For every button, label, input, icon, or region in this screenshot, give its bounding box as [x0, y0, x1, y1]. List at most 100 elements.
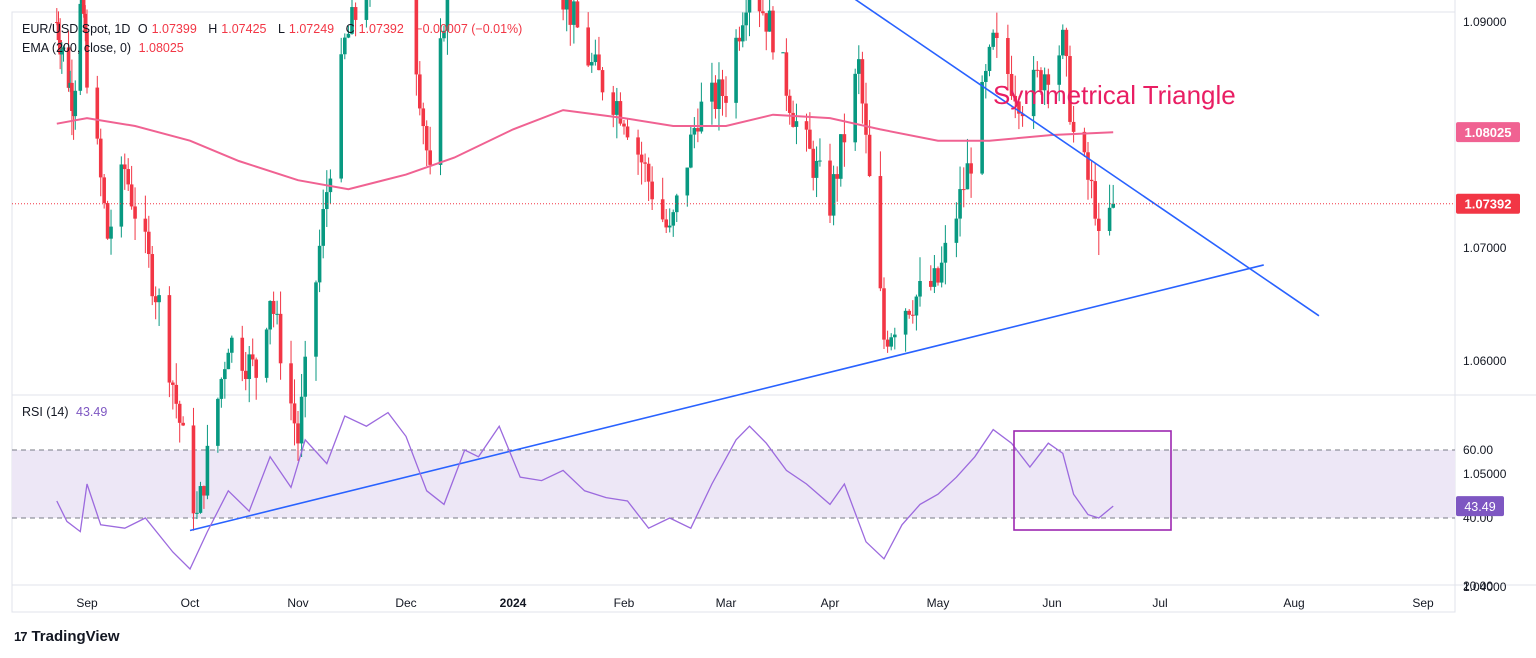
candle-up [853, 73, 857, 143]
plot-frame [11, 11, 1456, 613]
candle-up [303, 356, 307, 397]
candle-up [205, 445, 210, 496]
rsi-band [12, 450, 1455, 518]
candle-down [586, 27, 590, 66]
candle-up [119, 164, 124, 227]
price-tick-label: 1.04000 [1463, 580, 1507, 594]
candle-down [568, 0, 573, 25]
candle-down [56, 22, 61, 41]
candle-up [226, 352, 231, 370]
candle-down [143, 218, 148, 232]
price-label-badge [1456, 122, 1520, 143]
candle-down [660, 199, 665, 220]
candle-down [424, 126, 429, 151]
candle-up [275, 313, 279, 315]
candle-up [734, 37, 738, 103]
rsi-value: 43.49 [76, 405, 108, 419]
candle-down [147, 231, 151, 255]
candle-down [561, 0, 565, 10]
candle-down [1039, 70, 1043, 91]
candle-up [674, 195, 679, 213]
price-label-text: 1.07392 [1465, 197, 1512, 212]
candle-down [811, 148, 816, 178]
rsi-tick-label: 60.00 [1463, 443, 1493, 457]
candle-up [781, 52, 785, 54]
candle-down [240, 337, 245, 371]
price-tick-label: 1.07000 [1463, 241, 1507, 255]
rsi-highlight-box [1013, 430, 1172, 531]
price-tick-label: 1.09000 [1463, 15, 1507, 29]
candle-down [575, 1, 580, 28]
ema-200-line [56, 109, 1114, 191]
candle-up [710, 82, 714, 102]
candle-down [271, 300, 276, 314]
trendline-upper [854, 0, 1320, 317]
candle-up [1057, 55, 1061, 85]
candle-down [808, 129, 812, 149]
candle-up [73, 90, 78, 117]
candle-up [918, 280, 922, 297]
candle-down [867, 134, 872, 177]
x-tick-label: Sep [76, 596, 98, 610]
candle-up [692, 128, 697, 135]
candle-down [129, 184, 134, 207]
candle-up [564, 0, 569, 10]
candle-down [787, 95, 792, 113]
ema-legend: EMA (200, close, 0) 1.08025 [22, 41, 188, 55]
candle-down [81, 0, 86, 14]
high-value: 1.07425 [221, 22, 267, 36]
candle-down [625, 126, 630, 138]
candle-down [828, 160, 832, 216]
candle-down [102, 177, 106, 204]
candle-down [105, 203, 110, 239]
candle-up [987, 46, 992, 71]
candle-up [230, 337, 234, 353]
candle-down [243, 370, 248, 380]
candle-up [442, 30, 446, 39]
candle-down [1082, 131, 1087, 153]
candle-down [737, 37, 742, 42]
candle-down [995, 32, 999, 39]
candle-down [289, 363, 293, 404]
candle-down [618, 101, 623, 124]
candle-up [965, 163, 970, 190]
candle-down [414, 0, 419, 75]
candle-down [202, 486, 206, 496]
candle-up [317, 245, 322, 283]
x-tick-label: Mar [716, 596, 737, 610]
candle-down [882, 288, 886, 340]
candle-down [418, 74, 422, 109]
candle-down [784, 52, 789, 96]
candle-down [1017, 101, 1021, 114]
candle-up [325, 192, 329, 210]
close-value: 1.07392 [358, 22, 404, 36]
candle-up [954, 218, 959, 243]
candle-up [268, 300, 272, 330]
candle-up [943, 242, 948, 263]
price-tick-label: 1.05000 [1463, 467, 1507, 481]
candle-up [1107, 207, 1112, 231]
candle-up [740, 25, 745, 42]
candle-up [839, 134, 843, 179]
candle-up [438, 38, 443, 165]
x-tick-label: 2024 [500, 596, 527, 610]
candle-up [671, 212, 676, 226]
x-tick-label: May [927, 596, 950, 610]
candle-down [1006, 38, 1010, 74]
candle-down [720, 79, 725, 97]
candle-down [278, 313, 283, 364]
trendline-lower [189, 264, 1264, 532]
candle-down [167, 295, 172, 383]
candle-down [696, 128, 700, 132]
candle-up [857, 59, 861, 74]
candle-up [814, 160, 819, 178]
candle-down [724, 96, 728, 103]
tradingview-logo[interactable]: 17 TradingView [14, 628, 120, 645]
candle-up [685, 167, 690, 196]
candle-up [219, 379, 224, 399]
candle-down [907, 310, 911, 315]
candle-up [198, 486, 203, 513]
candle-up [195, 512, 199, 514]
candle-up [794, 121, 799, 127]
